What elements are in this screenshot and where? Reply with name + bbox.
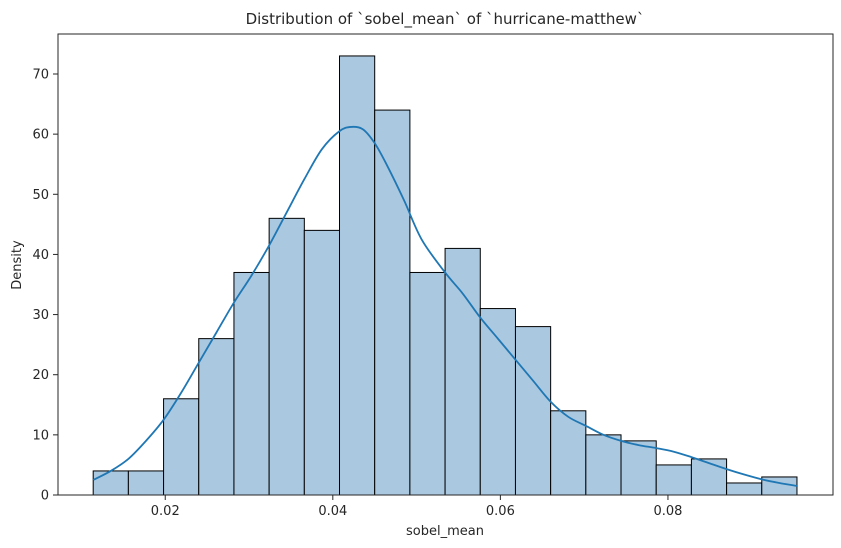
x-tick-label: 0.06 xyxy=(486,504,515,519)
histogram-bar-8 xyxy=(374,109,411,496)
histogram-bar-18 xyxy=(726,482,763,496)
y-tick-label: 50 xyxy=(32,188,49,203)
histogram-bar-3 xyxy=(198,338,235,496)
histogram-bar-10 xyxy=(444,247,481,496)
histogram-bar-15 xyxy=(620,440,657,496)
y-tick-label: 10 xyxy=(32,428,49,443)
histogram-bar-11 xyxy=(479,308,516,496)
histogram-bar-1 xyxy=(127,470,165,496)
histogram-bar-2 xyxy=(163,398,200,496)
histogram-bar-6 xyxy=(303,229,341,496)
y-tick-label: 20 xyxy=(32,368,49,383)
y-tick-label: 60 xyxy=(32,128,49,143)
histogram-bar-0 xyxy=(92,470,129,496)
histogram-bar-12 xyxy=(514,326,552,496)
kde-curve-group xyxy=(92,125,798,487)
plot-frame xyxy=(57,33,834,496)
y-axis-label: Density xyxy=(10,240,25,290)
histogram-bar-13 xyxy=(550,410,587,496)
x-tick-label: 0.04 xyxy=(318,504,347,519)
y-axis-ticks: 0 10 20 30 40 50 60 70 xyxy=(32,67,58,504)
histogram-bars xyxy=(92,55,798,496)
histogram-bar-16 xyxy=(655,464,692,496)
x-tick-label: 0.02 xyxy=(151,504,180,519)
histogram-bar-4 xyxy=(233,271,270,496)
x-axis-label: sobel_mean xyxy=(406,524,484,539)
y-tick-label: 40 xyxy=(32,248,49,263)
y-tick-label: 0 xyxy=(41,489,49,504)
histogram-bar-14 xyxy=(585,434,622,496)
histogram-bar-17 xyxy=(690,458,728,496)
x-tick-label: 0.08 xyxy=(653,504,682,519)
histogram-bar-7 xyxy=(339,55,376,496)
x-axis-ticks: 0.02 0.04 0.06 0.08 xyxy=(151,495,682,519)
y-tick-label: 70 xyxy=(32,67,49,82)
kde-line xyxy=(92,125,798,487)
y-tick-label: 30 xyxy=(32,308,49,323)
histogram-bar-9 xyxy=(409,271,446,496)
chart-title: Distribution of `sobel_mean` of `hurrica… xyxy=(246,10,645,29)
histogram-bar-5 xyxy=(268,217,305,496)
